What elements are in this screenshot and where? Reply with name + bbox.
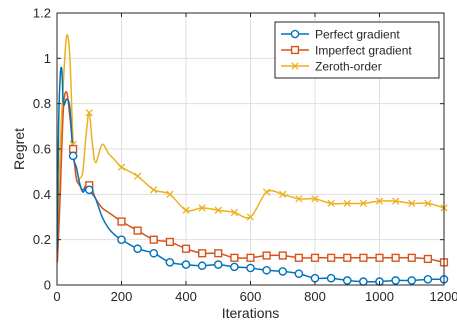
perfect-gradient-point	[230, 262, 239, 272]
zeroth-order-point	[150, 186, 158, 194]
imperfect-gradient-point	[391, 253, 400, 262]
zeroth-order-point	[408, 199, 416, 208]
x-tick-label: 1000	[365, 289, 394, 304]
imperfect-gradient-point	[165, 237, 174, 247]
imperfect-gradient-point	[262, 251, 271, 260]
zeroth-order-point	[311, 195, 319, 203]
imperfect-gradient-point	[294, 253, 303, 262]
imperfect-gradient-point	[69, 144, 78, 154]
perfect-gradient-point	[117, 235, 126, 244]
y-tick-label: 0.2	[33, 232, 51, 247]
y-tick-label: 0	[44, 278, 51, 293]
imperfect-gradient-point	[230, 253, 239, 262]
perfect-gradient-point	[181, 260, 191, 269]
x-tick-label: 1200	[430, 289, 457, 304]
zeroth-order-point	[375, 197, 384, 205]
legend-imperfect-gradient-point	[290, 45, 300, 55]
imperfect-gradient-point	[310, 253, 320, 262]
perfect-gradient-point	[310, 273, 320, 283]
x-tick-label: 400	[175, 289, 197, 304]
zeroth-order-point	[214, 206, 222, 214]
imperfect-gradient-point	[375, 253, 384, 262]
imperfect-gradient-point	[423, 254, 432, 264]
zeroth-order-markers	[69, 109, 448, 221]
perfect-gradient-point	[165, 258, 175, 267]
perfect-gradient-markers	[68, 151, 449, 286]
perfect-gradient-point	[407, 276, 417, 285]
zeroth-order-point	[359, 199, 368, 208]
axis-ticks: 0 200 400 600 800 1000 1200 0 0.2 0.4 0.6 0.8 1 1.2	[33, 6, 457, 305]
series-markers	[68, 109, 449, 286]
zeroth-order-point	[424, 199, 432, 208]
zeroth-order-point	[246, 213, 255, 221]
zeroth-order-point	[166, 190, 174, 198]
perfect-gradient-point	[68, 151, 78, 161]
perfect-gradient-point	[262, 265, 271, 275]
zeroth-order-point	[327, 199, 335, 208]
x-axis-label: Iterations	[222, 305, 280, 321]
imperfect-gradient-point	[278, 251, 287, 260]
perfect-gradient-point	[246, 263, 255, 273]
perfect-gradient-point	[294, 269, 304, 278]
y-tick-label: 1	[44, 51, 51, 66]
zeroth-order-point	[343, 199, 351, 208]
zeroth-order-point	[198, 204, 206, 212]
perfect-gradient-point	[359, 277, 368, 286]
x-tick-label: 600	[240, 289, 262, 304]
zeroth-order-point	[295, 195, 303, 203]
imperfect-gradient-point	[214, 249, 223, 258]
x-tick-label: 0	[53, 289, 60, 304]
perfect-gradient-point	[326, 273, 336, 283]
legend-perfect-gradient-point	[290, 29, 300, 39]
imperfect-gradient-point	[198, 249, 207, 258]
perfect-gradient-point	[342, 276, 352, 285]
zeroth-order-point	[279, 190, 287, 198]
x-tick-label: 800	[304, 289, 326, 304]
legend-label: Zeroth-order	[315, 60, 382, 74]
zeroth-order-point	[133, 172, 142, 180]
legend-entry-zeroth-order: Zeroth-order	[281, 60, 382, 74]
perfect-gradient-point	[133, 244, 142, 254]
zeroth-order-point	[391, 197, 400, 205]
imperfect-gradient-point	[407, 253, 416, 262]
imperfect-gradient-point	[117, 217, 126, 226]
perfect-gradient-point	[391, 276, 400, 285]
perfect-gradient-point	[278, 267, 288, 276]
x-tick-label: 200	[111, 289, 133, 304]
zeroth-order-point	[85, 109, 93, 117]
legend-zeroth-order-point	[291, 62, 299, 70]
zeroth-order-point	[262, 188, 271, 196]
perfect-gradient-point	[213, 260, 223, 269]
zeroth-order-point	[182, 206, 190, 214]
imperfect-gradient-point	[181, 244, 191, 253]
y-axis-label: Regret	[11, 128, 27, 170]
imperfect-gradient-point	[149, 235, 158, 244]
imperfect-gradient-point	[246, 253, 255, 262]
imperfect-gradient-point	[133, 226, 142, 235]
legend-entry-imperfect-gradient: Imperfect gradient	[281, 44, 412, 58]
zeroth-order-point	[230, 208, 239, 217]
perfect-gradient-point	[149, 248, 159, 258]
imperfect-gradient-point	[359, 253, 368, 262]
legend-label: Perfect gradient	[315, 28, 400, 42]
y-tick-label: 0.8	[33, 96, 51, 111]
imperfect-gradient-point	[343, 253, 352, 262]
zeroth-order-point	[117, 163, 126, 171]
y-tick-label: 0.4	[33, 187, 51, 202]
legend-entry-perfect-gradient: Perfect gradient	[281, 28, 400, 42]
imperfect-gradient-point	[327, 253, 336, 262]
legend-label: Imperfect gradient	[315, 44, 412, 58]
perfect-gradient-point	[423, 275, 433, 284]
legend: Perfect gradient Imperfect gradient Zeroth…	[274, 21, 440, 79]
y-tick-label: 1.2	[33, 6, 51, 21]
y-tick-label: 0.6	[33, 142, 51, 157]
perfect-gradient-point	[197, 261, 207, 271]
perfect-gradient-point	[84, 185, 94, 195]
